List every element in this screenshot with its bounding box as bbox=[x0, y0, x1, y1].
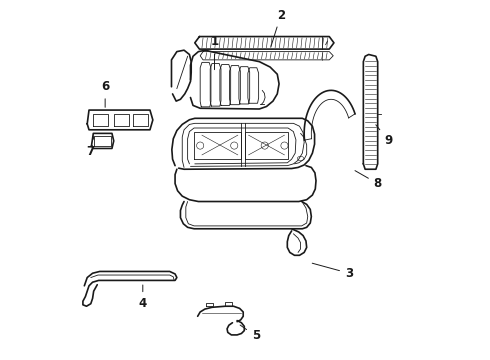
Text: 2: 2 bbox=[271, 9, 285, 46]
Text: 9: 9 bbox=[376, 125, 392, 147]
Text: 5: 5 bbox=[240, 325, 260, 342]
Text: 7: 7 bbox=[87, 136, 95, 158]
Text: 8: 8 bbox=[355, 171, 382, 190]
Text: 3: 3 bbox=[312, 263, 353, 280]
Text: 4: 4 bbox=[139, 285, 147, 310]
Text: 1: 1 bbox=[211, 35, 219, 69]
Text: 6: 6 bbox=[101, 80, 109, 107]
